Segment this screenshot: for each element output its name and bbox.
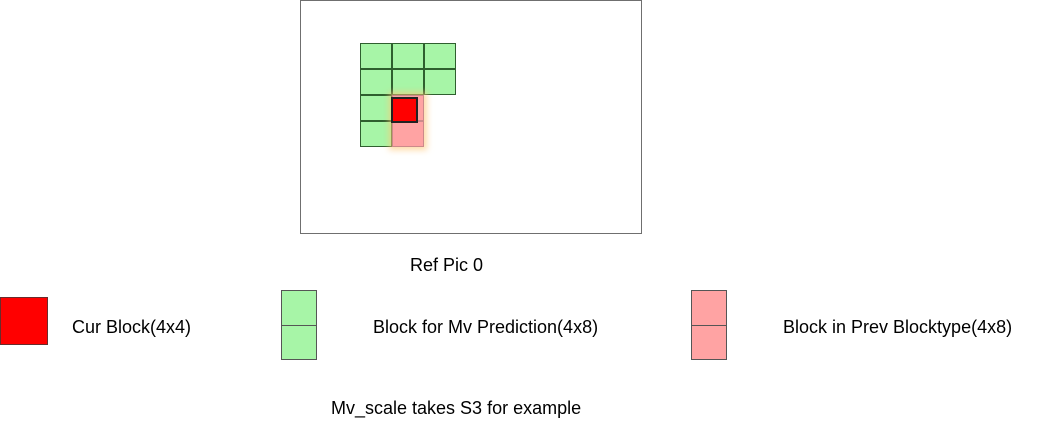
legend-prev-blocktype-label: Block in Prev Blocktype(4x8) (783, 317, 1013, 337)
mv-prediction-block (424, 43, 456, 69)
mv-prediction-block (360, 43, 392, 69)
legend-current-block-label: Cur Block(4x4) (72, 317, 192, 337)
mv-prediction-block (424, 69, 456, 95)
reference-picture-frame (300, 0, 642, 234)
mv-prediction-block (360, 69, 392, 95)
mv-prediction-block (392, 69, 424, 95)
legend-mv-prediction-swatch (281, 290, 317, 360)
frame-label: Ref Pic 0 (410, 255, 484, 275)
legend-prev-blocktype-swatch (691, 290, 727, 360)
mv-prediction-block (360, 121, 392, 147)
legend-mv-prediction-divider (282, 325, 316, 326)
legend-prev-blocktype-divider (692, 325, 726, 326)
caption: Mv_scale takes S3 for example (331, 398, 582, 418)
legend-mv-prediction-label: Block for Mv Prediction(4x8) (373, 317, 599, 337)
legend-current-block-swatch (0, 297, 48, 345)
mv-prediction-block (360, 95, 392, 121)
mv-prediction-block (392, 43, 424, 69)
current-block (391, 97, 418, 123)
prev-blocktype-block (392, 121, 424, 147)
